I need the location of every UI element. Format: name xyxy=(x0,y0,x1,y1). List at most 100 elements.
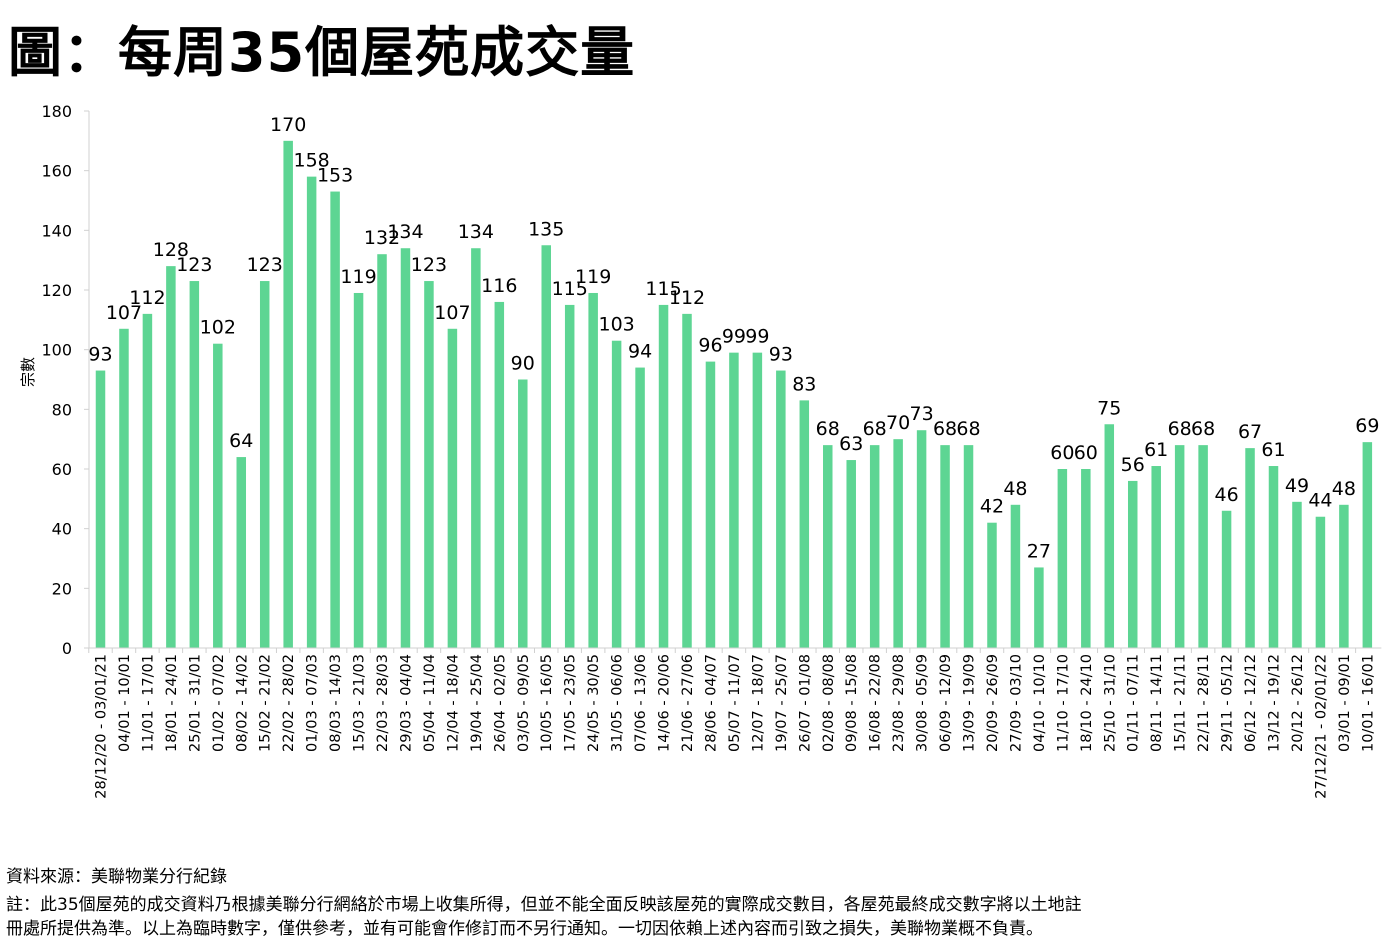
data-label: 93 xyxy=(769,344,793,366)
data-label: 48 xyxy=(1003,478,1027,500)
bar xyxy=(588,292,598,648)
x-tick-label: 13/09 - 19/09 xyxy=(962,654,978,752)
y-tick-label: 40 xyxy=(52,520,72,539)
data-label: 170 xyxy=(270,114,306,136)
bar xyxy=(1081,469,1091,648)
data-label: 68 xyxy=(933,418,957,440)
x-tick-label: 10/01 - 16/01 xyxy=(1360,654,1376,752)
data-labels: 9310711212812310264123170158153119132134… xyxy=(88,114,1379,563)
bar xyxy=(1292,501,1302,648)
bars xyxy=(95,140,1373,649)
data-label: 64 xyxy=(229,430,253,452)
data-label: 134 xyxy=(387,221,423,243)
data-label: 70 xyxy=(886,412,910,434)
bar xyxy=(1198,445,1208,648)
bar xyxy=(377,254,387,648)
x-tick-label: 29/11 - 05/12 xyxy=(1220,654,1236,752)
x-tick-label: 03/01 - 09/01 xyxy=(1337,654,1353,752)
y-tick-label: 180 xyxy=(41,102,72,121)
bar xyxy=(306,176,317,648)
bar xyxy=(353,292,364,648)
x-tick-label: 05/04 - 11/04 xyxy=(422,654,438,752)
x-tick-label: 17/05 - 23/05 xyxy=(563,654,579,752)
x-tick-label: 15/02 - 21/02 xyxy=(258,654,274,752)
x-tick-label: 08/03 - 14/03 xyxy=(328,654,344,752)
y-axis-label: 宗數 xyxy=(19,357,37,387)
x-tick-label: 01/02 - 07/02 xyxy=(211,654,227,752)
bar xyxy=(1151,466,1161,648)
x-tick-label: 01/03 - 07/03 xyxy=(305,654,321,752)
bar xyxy=(1010,504,1021,648)
x-tick-label: 24/05 - 30/05 xyxy=(586,654,602,752)
x-tick-label: 04/01 - 10/01 xyxy=(117,654,133,752)
disclaimer-line-1: 註：此35個屋苑的成交資料乃根據美聯分行網絡於市場上收集所得，但並不能全面反映該… xyxy=(6,895,1082,915)
x-tick-label: 03/05 - 09/05 xyxy=(516,654,532,752)
data-label: 61 xyxy=(1144,439,1168,461)
x-tick-label: 12/07 - 18/07 xyxy=(750,654,766,752)
bar xyxy=(916,430,927,648)
y-tick-label: 60 xyxy=(52,460,72,479)
data-label: 68 xyxy=(1191,418,1215,440)
bar xyxy=(424,281,434,648)
data-label: 119 xyxy=(340,266,376,288)
data-label: 68 xyxy=(956,418,980,440)
bar xyxy=(611,340,622,648)
bar xyxy=(1362,442,1373,648)
bar xyxy=(1104,424,1115,648)
bar xyxy=(447,328,458,648)
data-label: 123 xyxy=(247,254,283,276)
bar xyxy=(682,313,692,648)
data-label: 90 xyxy=(511,353,535,375)
x-tick-label: 04/10 - 10/10 xyxy=(1032,654,1048,752)
data-label: 94 xyxy=(628,341,652,363)
y-tick-label: 100 xyxy=(41,341,72,360)
bar xyxy=(1221,510,1232,648)
bar xyxy=(846,460,856,648)
bar xyxy=(1034,567,1044,648)
x-tick-label: 19/04 - 25/04 xyxy=(469,654,485,752)
x-tick-label: 12/04 - 18/04 xyxy=(445,654,461,752)
bar xyxy=(494,301,505,648)
data-label: 107 xyxy=(106,302,142,324)
y-tick-label: 120 xyxy=(41,281,72,300)
x-tick-label: 11/10 - 17/10 xyxy=(1055,654,1071,752)
bar xyxy=(987,522,997,648)
x-tick-label: 05/07 - 11/07 xyxy=(727,654,743,752)
bar xyxy=(1174,445,1185,648)
bar xyxy=(166,266,176,648)
source-note: 資料來源：美聯物業分行紀錄 xyxy=(6,867,227,887)
x-tick-label: 14/06 - 20/06 xyxy=(657,654,673,752)
data-label: 103 xyxy=(598,314,634,336)
x-tick-label: 16/08 - 22/08 xyxy=(868,654,884,752)
data-label: 102 xyxy=(200,317,236,339)
x-tick-label: 22/02 - 28/02 xyxy=(281,654,297,752)
data-label: 42 xyxy=(980,496,1004,518)
data-label: 60 xyxy=(1050,442,1074,464)
data-label: 134 xyxy=(458,221,494,243)
data-label: 60 xyxy=(1074,442,1098,464)
x-tick-label: 20/09 - 26/09 xyxy=(985,654,1001,752)
bar xyxy=(893,439,903,648)
bar xyxy=(1057,469,1068,648)
data-label: 116 xyxy=(481,275,517,297)
bar xyxy=(518,379,528,648)
x-tick-label: 11/01 - 17/01 xyxy=(140,654,156,752)
bar xyxy=(799,400,810,648)
data-label: 115 xyxy=(645,278,681,300)
x-tick-label: 07/06 - 13/06 xyxy=(633,654,649,752)
data-label: 158 xyxy=(294,150,330,172)
data-label: 67 xyxy=(1238,421,1262,443)
data-label: 119 xyxy=(575,266,611,288)
bar xyxy=(283,140,293,649)
data-label: 132 xyxy=(364,227,400,249)
bar xyxy=(823,445,833,648)
x-tick-label: 28/06 - 04/07 xyxy=(703,654,719,752)
x-axis: 28/12/20 - 03/01/21 04/01 - 10/01 11/01 - … xyxy=(88,647,1382,799)
data-label: 112 xyxy=(669,287,705,309)
data-label: 99 xyxy=(722,326,746,348)
data-label: 93 xyxy=(88,344,112,366)
x-tick-label: 27/09 - 03/10 xyxy=(1008,654,1024,752)
data-label: 99 xyxy=(745,326,769,348)
x-tick-label: 20/12 - 26/12 xyxy=(1290,654,1306,752)
